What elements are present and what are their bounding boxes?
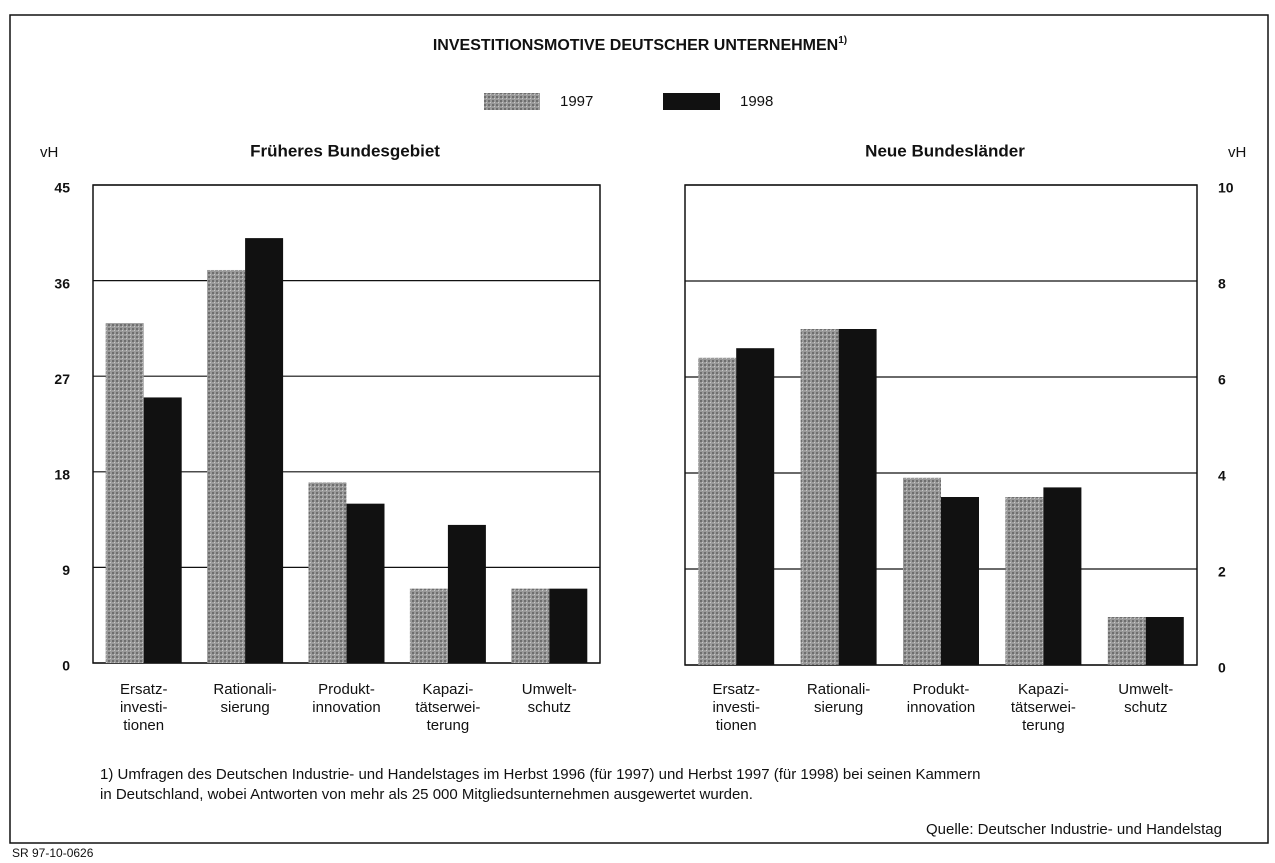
x-tick-label: sierung xyxy=(220,699,269,716)
y-tick-label: 2 xyxy=(1218,564,1226,580)
x-tick-label: Produkt- xyxy=(913,681,970,698)
x-tick-label: Umwelt- xyxy=(522,681,577,698)
footnote: in Deutschland, wobei Antworten von mehr… xyxy=(100,786,753,803)
legend-swatch xyxy=(663,93,720,110)
x-tick-label: investi- xyxy=(120,699,168,716)
bar xyxy=(838,329,877,665)
x-tick-label: Ersatz- xyxy=(712,681,760,698)
footnote: 1) Umfragen des Deutschen Industrie- und… xyxy=(100,766,980,783)
y-tick-label: 8 xyxy=(1218,276,1226,292)
x-tick-label: Rationali- xyxy=(213,681,276,698)
x-tick-label: tätserwei- xyxy=(1011,699,1076,716)
bar xyxy=(245,238,284,663)
x-tick-label: sierung xyxy=(814,699,863,716)
bar xyxy=(105,323,144,663)
x-tick-label: tionen xyxy=(123,717,164,734)
page-title: INVESTITIONSMOTIVE DEUTSCHER UNTERNEHMEN… xyxy=(433,35,847,55)
bar xyxy=(549,588,588,663)
axis-unit: vH xyxy=(1228,144,1246,161)
y-tick-label: 18 xyxy=(54,467,70,483)
source: Quelle: Deutscher Industrie- und Handels… xyxy=(926,821,1222,838)
bar xyxy=(409,588,448,663)
x-tick-label: innovation xyxy=(907,699,975,716)
x-tick-label: tätserwei- xyxy=(415,699,480,716)
y-tick-label: 9 xyxy=(62,562,70,578)
panel-title: Neue Bundesländer xyxy=(865,141,1025,160)
bar xyxy=(207,269,246,663)
bar xyxy=(800,329,839,665)
x-tick-label: Umwelt- xyxy=(1118,681,1173,698)
legend-swatch xyxy=(484,93,540,110)
x-tick-label: terung xyxy=(1022,717,1065,734)
bar xyxy=(941,497,979,665)
bar xyxy=(1107,617,1146,665)
panel-title: Früheres Bundesgebiet xyxy=(250,141,440,160)
x-tick-label: innovation xyxy=(312,699,380,716)
bar xyxy=(346,503,385,663)
legend-label: 1997 xyxy=(560,93,593,110)
y-tick-label: 6 xyxy=(1218,372,1226,388)
x-tick-label: tionen xyxy=(716,717,757,734)
bar xyxy=(511,588,550,663)
bar xyxy=(903,477,941,665)
y-tick-label: 4 xyxy=(1218,468,1226,484)
x-tick-label: Kapazi- xyxy=(422,681,473,698)
y-tick-label: 36 xyxy=(54,275,70,291)
bar xyxy=(736,348,775,665)
y-tick-label: 45 xyxy=(54,180,70,196)
bar xyxy=(143,397,182,663)
bar xyxy=(447,524,486,663)
bar xyxy=(1043,487,1082,665)
x-tick-label: Kapazi- xyxy=(1018,681,1069,698)
frame xyxy=(9,14,1269,844)
bar xyxy=(1005,497,1044,665)
x-tick-label: terung xyxy=(427,717,470,734)
x-tick-label: Rationali- xyxy=(807,681,870,698)
bar xyxy=(698,357,737,665)
legend-label: 1998 xyxy=(740,93,773,110)
x-tick-label: Produkt- xyxy=(318,681,375,698)
y-tick-label: 10 xyxy=(1218,180,1234,196)
bar xyxy=(1145,617,1184,665)
bar xyxy=(308,482,347,663)
x-tick-label: investi- xyxy=(712,699,760,716)
y-tick-label: 0 xyxy=(1218,660,1226,676)
x-tick-label: Ersatz- xyxy=(120,681,168,698)
code: SR 97-10-0626 xyxy=(12,846,94,860)
x-tick-label: schutz xyxy=(528,699,571,716)
y-tick-label: 27 xyxy=(54,371,70,387)
axis-unit: vH xyxy=(40,144,58,161)
x-tick-label: schutz xyxy=(1124,699,1167,716)
y-tick-label: 0 xyxy=(62,658,70,674)
